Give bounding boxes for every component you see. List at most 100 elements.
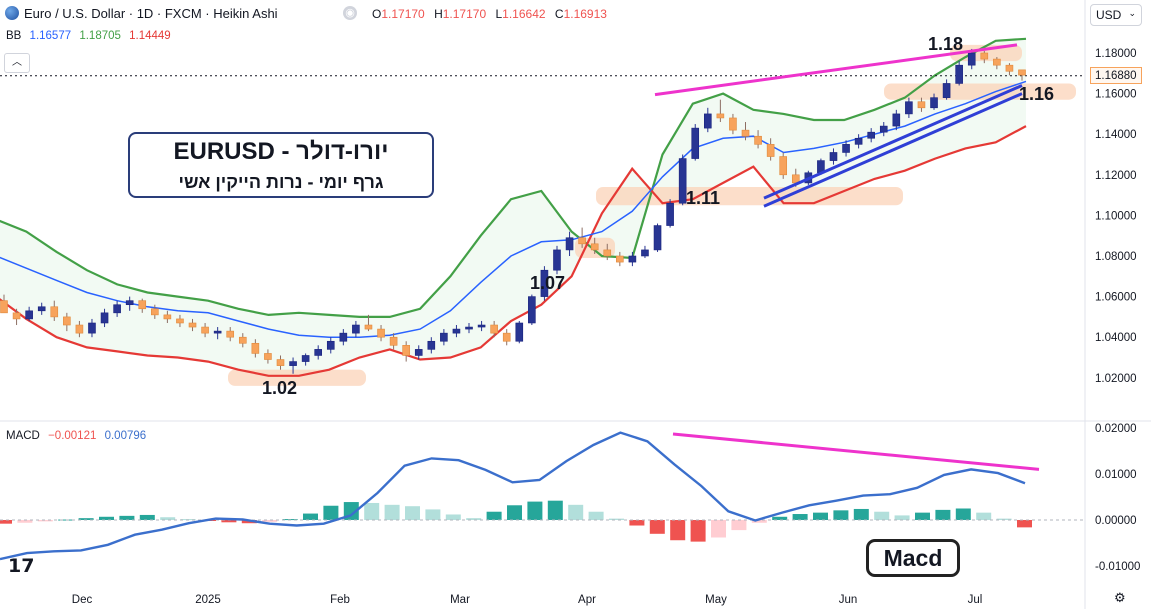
macd-histogram-bar [731, 520, 747, 531]
current-price-tag: 1.16880 [1090, 67, 1142, 84]
macd-histogram-bar [711, 520, 726, 538]
candle-body [88, 322, 96, 334]
candle-body [100, 312, 109, 324]
candle-body [201, 326, 209, 334]
candle-body [163, 314, 172, 320]
candle-body [326, 340, 335, 350]
bb-legend[interactable]: BB 1.16577 1.18705 1.14449 [6, 30, 171, 42]
macd-histogram-bar [670, 520, 686, 541]
macd-histogram-bar [955, 508, 971, 520]
candle-body [113, 304, 121, 314]
annotation-title-box: יורו-דולר - EURUSD גרף יומי - נרות הייקי… [128, 132, 434, 198]
macd-histogram-bar [323, 505, 339, 520]
macd-histogram-bar [139, 514, 155, 520]
x-tick-label: Apr [578, 594, 596, 606]
x-tick-label: Dec [72, 594, 93, 606]
candle-body [917, 101, 926, 109]
candle-body [678, 158, 687, 204]
bb-lower-line [0, 125, 1027, 377]
ohlc-close-key: C [554, 7, 564, 21]
annotation-title: יורו-דולר - EURUSD [173, 138, 389, 165]
candle-body [578, 237, 586, 245]
hide-eye-icon[interactable]: ◉ [343, 6, 357, 20]
candle-body [377, 328, 385, 338]
candle-body [528, 296, 536, 324]
candle-body [766, 144, 775, 157]
currency-select[interactable]: USD ⌄ [1090, 4, 1142, 26]
macd-divergence-trendline [672, 432, 1040, 471]
price-tick-label: 1.02000 [1095, 373, 1137, 385]
tradingview-logo-icon[interactable]: 𝟭𝟳 [8, 556, 35, 577]
candle-body [12, 312, 21, 320]
candle-body [666, 202, 674, 226]
collapse-legend-button[interactable]: ︿ [4, 53, 30, 73]
candle-body [980, 52, 989, 60]
macd-histogram-bar [364, 502, 380, 520]
candle-body [867, 131, 875, 139]
resistance-trendline [654, 43, 1018, 97]
x-tick-label: May [705, 594, 727, 606]
ohlc-close-value: 1.16913 [563, 7, 607, 21]
macd-histogram-bar [976, 512, 992, 520]
macd-histogram-bar [792, 514, 808, 520]
candle-body [641, 249, 649, 257]
level-label-1-18: 1.18 [928, 34, 964, 54]
macd-histogram-bar [262, 520, 278, 522]
macd-tick-label: 0.01000 [1095, 469, 1137, 481]
candle-body [590, 243, 599, 251]
candle-body [515, 322, 524, 342]
macd-histogram-bar [78, 518, 94, 520]
macd-tick-label: -0.01000 [1095, 561, 1140, 573]
candle-body [502, 332, 511, 342]
candle-body [553, 249, 561, 271]
macd-histogram-bar [547, 500, 563, 520]
x-tick-label: 2025 [195, 594, 221, 606]
macd-histogram-bar [690, 520, 706, 542]
candle-body [176, 318, 184, 324]
candle-body [314, 349, 322, 356]
macd-histogram-bar [99, 516, 114, 520]
support-zone [596, 186, 903, 206]
macd-tick-label: 0.02000 [1095, 423, 1137, 435]
x-tick-label: Jun [839, 594, 858, 606]
candle-body [716, 113, 725, 119]
symbol-title[interactable]: Euro / U.S. Dollar · 1D · FXCM · Heikin … [24, 6, 278, 21]
macd-histogram-bar [303, 513, 318, 520]
ohlc-readout: O1.17170 H1.17170 L1.16642 C1.16913 [372, 7, 613, 21]
bb-upper-value: 1.18705 [79, 30, 121, 42]
candle-body [289, 361, 297, 366]
candle-body [892, 113, 901, 127]
candle-body [565, 237, 574, 251]
macd-histogram-bar [527, 501, 543, 520]
macd-legend[interactable]: MACD −0.00121 0.00796 [6, 430, 146, 442]
candle-body [477, 324, 486, 328]
candle-body [1018, 69, 1026, 76]
price-tick-label: 1.16000 [1095, 89, 1137, 101]
channel-line-upper [763, 84, 1023, 200]
settings-gear-icon[interactable]: ⚙ [1114, 590, 1126, 605]
ohlc-high-value: 1.17170 [442, 7, 487, 21]
candle-body [251, 342, 260, 354]
bb-mid-line [0, 80, 1027, 338]
macd-line-value: 0.00796 [104, 430, 147, 442]
candle-body [942, 83, 951, 98]
candle-body [352, 324, 360, 334]
macd-histogram-bar [649, 520, 665, 534]
candle-body [427, 340, 436, 350]
macd-annotation-box: Macd [866, 539, 960, 577]
candle-body [37, 306, 46, 312]
macd-histogram-bar [221, 520, 237, 523]
macd-histogram-bar [813, 512, 828, 520]
level-label-1-16: 1.16 [1019, 84, 1055, 104]
candle-body [188, 322, 197, 328]
candle-body [754, 135, 762, 145]
candle-body [616, 255, 624, 263]
candle-body [414, 349, 423, 356]
candle-body [402, 345, 410, 356]
candle-body [829, 152, 838, 161]
x-tick-label: Jul [968, 594, 983, 606]
candle-body [339, 332, 348, 342]
candle-body [138, 300, 147, 310]
price-tick-label: 1.06000 [1095, 292, 1137, 304]
